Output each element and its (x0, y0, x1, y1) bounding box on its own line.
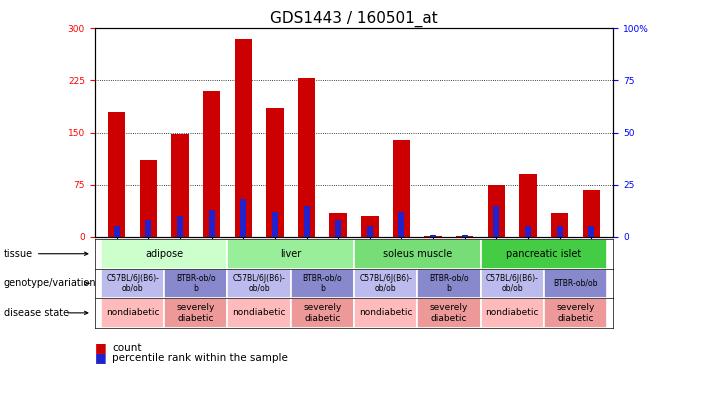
Text: percentile rank within the sample: percentile rank within the sample (112, 353, 288, 363)
Bar (367, 226, 373, 237)
Bar (393, 140, 410, 237)
Bar (544, 269, 607, 298)
Bar (398, 212, 404, 237)
Text: nondiabetic: nondiabetic (359, 308, 412, 318)
Bar (480, 239, 607, 269)
Bar (228, 298, 291, 328)
Text: severely
diabetic: severely diabetic (556, 303, 594, 322)
Bar (519, 174, 537, 237)
Bar (525, 226, 531, 237)
Text: pancreatic islet: pancreatic islet (506, 249, 581, 259)
Bar (480, 298, 544, 328)
Bar (235, 39, 252, 237)
Text: BTBR-ob/o
b: BTBR-ob/o b (303, 274, 342, 293)
Bar (164, 269, 228, 298)
Text: severely
diabetic: severely diabetic (177, 303, 215, 322)
Bar (544, 298, 607, 328)
Text: adipose: adipose (145, 249, 183, 259)
Text: tissue: tissue (4, 249, 33, 259)
Text: C57BL/6J(B6)-
ob/ob: C57BL/6J(B6)- ob/ob (106, 274, 159, 293)
Bar (209, 210, 215, 237)
Text: ■: ■ (95, 352, 107, 365)
Bar (417, 298, 480, 328)
Bar (588, 226, 594, 237)
Bar (272, 212, 278, 237)
Bar (108, 112, 125, 237)
Text: nondiabetic: nondiabetic (485, 308, 539, 318)
Bar (101, 298, 164, 328)
Bar (171, 134, 189, 237)
Bar (291, 298, 354, 328)
Bar (298, 79, 315, 237)
Bar (354, 239, 480, 269)
Text: nondiabetic: nondiabetic (232, 308, 286, 318)
Bar (354, 298, 417, 328)
Bar (329, 213, 347, 237)
Bar (551, 213, 569, 237)
Text: ■: ■ (95, 341, 107, 354)
Bar (583, 190, 600, 237)
Bar (354, 269, 417, 298)
Bar (145, 220, 151, 237)
Bar (304, 206, 310, 237)
Text: nondiabetic: nondiabetic (106, 308, 159, 318)
Bar (417, 269, 480, 298)
Bar (361, 216, 379, 237)
Bar (456, 236, 473, 237)
Text: C57BL/6J(B6)-
ob/ob: C57BL/6J(B6)- ob/ob (233, 274, 285, 293)
Bar (557, 226, 563, 237)
Bar (164, 298, 228, 328)
Text: severely
diabetic: severely diabetic (304, 303, 341, 322)
Bar (430, 235, 436, 237)
Text: BTBR-ob/o
b: BTBR-ob/o b (429, 274, 469, 293)
Bar (488, 185, 505, 237)
Bar (228, 269, 291, 298)
Bar (494, 206, 499, 237)
Text: BTBR-ob/o
b: BTBR-ob/o b (176, 274, 216, 293)
Bar (462, 235, 468, 237)
Text: BTBR-ob/ob: BTBR-ob/ob (553, 279, 598, 288)
Text: soleus muscle: soleus muscle (383, 249, 452, 259)
Bar (177, 216, 183, 237)
Text: liver: liver (280, 249, 301, 259)
Text: C57BL/6J(B6)-
ob/ob: C57BL/6J(B6)- ob/ob (359, 274, 412, 293)
Bar (101, 239, 228, 269)
Bar (228, 239, 354, 269)
Bar (203, 91, 220, 237)
Bar (480, 269, 544, 298)
Title: GDS1443 / 160501_at: GDS1443 / 160501_at (270, 11, 438, 27)
Text: count: count (112, 343, 142, 353)
Text: severely
diabetic: severely diabetic (430, 303, 468, 322)
Bar (266, 108, 284, 237)
Bar (240, 199, 246, 237)
Bar (335, 220, 341, 237)
Text: disease state: disease state (4, 308, 69, 318)
Bar (101, 269, 164, 298)
Bar (114, 226, 120, 237)
Bar (139, 160, 157, 237)
Bar (424, 236, 442, 237)
Bar (291, 269, 354, 298)
Text: C57BL/6J(B6)-
ob/ob: C57BL/6J(B6)- ob/ob (486, 274, 538, 293)
Text: genotype/variation: genotype/variation (4, 278, 96, 288)
